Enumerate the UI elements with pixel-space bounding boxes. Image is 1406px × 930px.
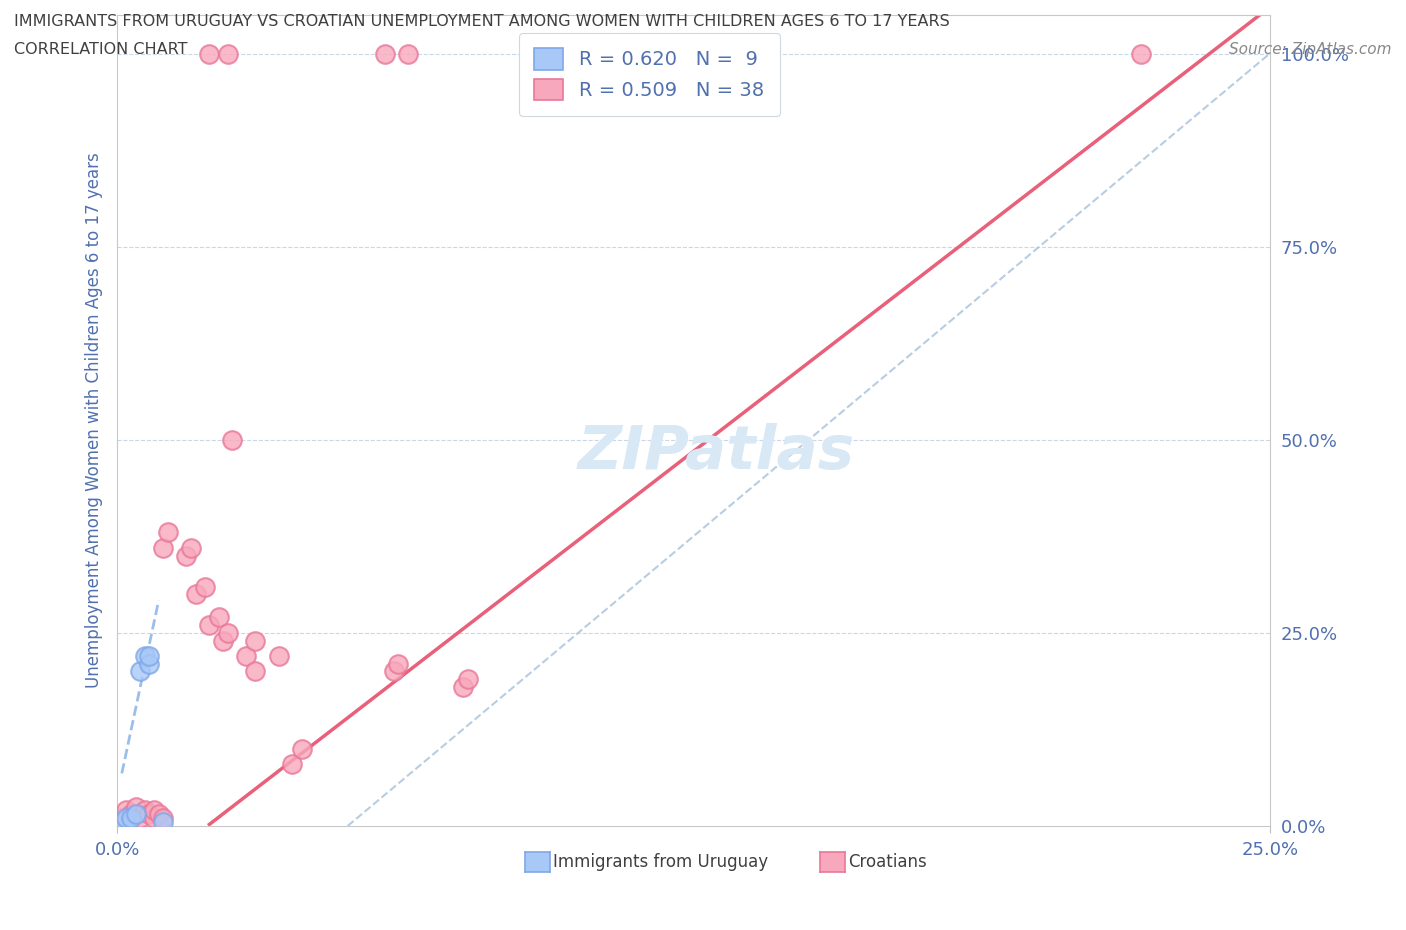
Text: ZIPatlas: ZIPatlas: [578, 423, 855, 483]
Point: [176, 548, 198, 563]
Text: Croatians: Croatians: [848, 853, 927, 871]
Point: [245, 664, 267, 679]
Point: [152, 815, 174, 830]
Point: [138, 657, 160, 671]
Point: [134, 648, 156, 663]
Point: [143, 811, 166, 826]
Point: [457, 671, 479, 686]
Point: [281, 757, 304, 772]
Point: [198, 46, 221, 61]
Point: [267, 648, 290, 663]
Point: [396, 46, 419, 61]
Legend: R = 0.620   N =  9, R = 0.509   N = 38: R = 0.620 N = 9, R = 0.509 N = 38: [519, 33, 780, 116]
Point: [235, 648, 257, 663]
Point: [115, 811, 138, 826]
Point: [382, 664, 405, 679]
Point: [198, 618, 221, 632]
Point: [152, 811, 174, 826]
Point: [217, 625, 239, 640]
Point: [180, 540, 202, 555]
Point: [111, 811, 134, 826]
Text: CORRELATION CHART: CORRELATION CHART: [14, 42, 187, 57]
Point: [148, 807, 170, 822]
Point: [120, 807, 142, 822]
Point: [194, 579, 217, 594]
Text: Immigrants from Uruguay: Immigrants from Uruguay: [553, 853, 768, 871]
Point: [120, 811, 142, 826]
Point: [129, 811, 152, 826]
Point: [156, 525, 179, 540]
Point: [184, 587, 207, 602]
Point: [152, 540, 174, 555]
Point: [134, 803, 156, 817]
Point: [138, 807, 160, 822]
Point: [387, 657, 409, 671]
Point: [1129, 46, 1152, 61]
Point: [143, 803, 166, 817]
Text: IMMIGRANTS FROM URUGUAY VS CROATIAN UNEMPLOYMENT AMONG WOMEN WITH CHILDREN AGES : IMMIGRANTS FROM URUGUAY VS CROATIAN UNEM…: [14, 14, 950, 29]
Point: [221, 432, 243, 447]
Point: [451, 680, 474, 695]
Point: [217, 46, 239, 61]
Point: [291, 741, 314, 756]
Point: [212, 633, 235, 648]
Y-axis label: Unemployment Among Women with Children Ages 6 to 17 years: Unemployment Among Women with Children A…: [86, 153, 103, 688]
Point: [129, 664, 152, 679]
Point: [124, 807, 146, 822]
Point: [374, 46, 396, 61]
Point: [111, 815, 134, 830]
Point: [124, 799, 146, 814]
Point: [245, 633, 267, 648]
Point: [115, 803, 138, 817]
Text: Source: ZipAtlas.com: Source: ZipAtlas.com: [1229, 42, 1392, 57]
Point: [207, 610, 229, 625]
Point: [138, 648, 160, 663]
